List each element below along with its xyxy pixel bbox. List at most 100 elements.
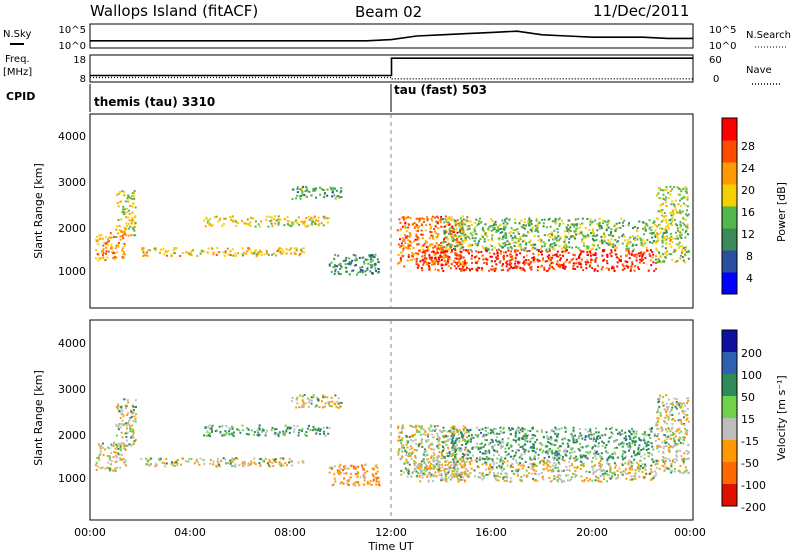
heatmap-cell [256,251,259,254]
heatmap-cell [456,476,459,478]
heatmap-cell [557,453,560,456]
heatmap-cell [439,256,442,258]
heatmap-cell [611,453,614,456]
heatmap-cell [509,230,512,233]
heatmap-cell [448,258,451,261]
heatmap-cell [142,250,145,253]
heatmap-cell [265,215,268,218]
heatmap-cell [635,461,638,464]
heatmap-cell [644,256,647,259]
heatmap-cell [312,425,315,428]
heatmap-cell [561,480,564,483]
heatmap-cell [617,474,619,477]
heatmap-cell [476,426,478,429]
heatmap-cell [294,253,297,256]
heatmap-cell [402,446,405,449]
heatmap-cell [684,236,687,239]
heatmap-cell [463,480,466,483]
heatmap-cell [464,448,466,451]
heatmap-cell [634,443,637,446]
heatmap-cell [424,260,427,263]
heatmap-cell [521,445,524,448]
heatmap-cell [557,234,560,237]
heatmap-cell [687,251,690,253]
heatmap-cell [427,435,429,438]
heatmap-cell [587,253,589,256]
heatmap-cell [671,219,673,222]
heatmap-cell [639,258,642,261]
heatmap-cell [462,427,465,430]
heatmap-cell [572,265,575,268]
heatmap-cell [674,419,677,422]
heatmap-cell [653,433,656,435]
heatmap-cell [603,240,606,243]
heatmap-cell [401,424,404,427]
heatmap-cell [551,266,554,269]
heatmap-cell [498,242,500,245]
heatmap-cell [652,261,655,264]
heatmap-cell [374,465,377,468]
heatmap-cell [258,249,261,252]
heatmap-cell [334,270,337,273]
heatmap-cell [585,247,588,250]
heatmap-cell [453,468,456,471]
heatmap-cell [652,240,655,242]
heatmap-cell [523,263,526,266]
heatmap-cell [170,253,173,256]
heatmap-cell [510,256,513,259]
heatmap-cell [436,425,439,427]
heatmap-cell [679,464,682,467]
heatmap-cell [460,478,463,481]
heatmap-cell [554,219,557,222]
heatmap-cell [443,246,446,249]
heatmap-cell [268,215,271,218]
velocity-cbar-label: Velocity [m s⁻¹] [775,375,788,460]
heatmap-cell [615,477,618,479]
heatmap-cell [607,269,610,271]
heatmap-cell [290,464,293,467]
heatmap-cell [564,238,567,241]
heatmap-cell [542,241,545,244]
heatmap-cell [533,463,536,466]
heatmap-cell [190,252,193,254]
heatmap-cell [265,249,268,252]
heatmap-cell [446,472,449,475]
heatmap-cell [162,247,165,250]
heatmap-cell [672,203,675,206]
heatmap-cell [599,455,602,458]
heatmap-cell [631,263,634,266]
heatmap-cell [492,463,495,466]
heatmap-cell [549,465,552,468]
heatmap-cell [462,435,465,438]
heatmap-cell [474,226,477,229]
heatmap-cell [425,246,428,249]
heatmap-cell [502,428,505,430]
heatmap-cell [326,396,329,399]
heatmap-cell [499,250,502,253]
heatmap-cell [536,269,539,272]
heatmap-cell [420,229,423,232]
heatmap-cell [95,464,97,467]
heatmap-cell [418,218,421,220]
heatmap-cell [544,260,547,263]
heatmap-cell [685,433,688,436]
heatmap-cell [648,253,651,256]
heatmap-cell [124,459,127,462]
heatmap-cell [566,227,569,230]
heatmap-cell [681,410,684,413]
heatmap-cell [652,461,655,464]
heatmap-cell [412,253,415,256]
heatmap-cell [413,433,416,436]
heatmap-cell [595,469,598,472]
heatmap-cell [658,405,661,408]
heatmap-cell [621,455,624,458]
heatmap-cell [361,466,364,469]
heatmap-cell [502,225,505,228]
heatmap-cell [120,229,123,232]
heatmap-cell [404,234,407,236]
heatmap-cell [303,402,305,405]
heatmap-cell [464,472,467,475]
heatmap-cell [680,188,683,191]
heatmap-cell [190,457,193,460]
